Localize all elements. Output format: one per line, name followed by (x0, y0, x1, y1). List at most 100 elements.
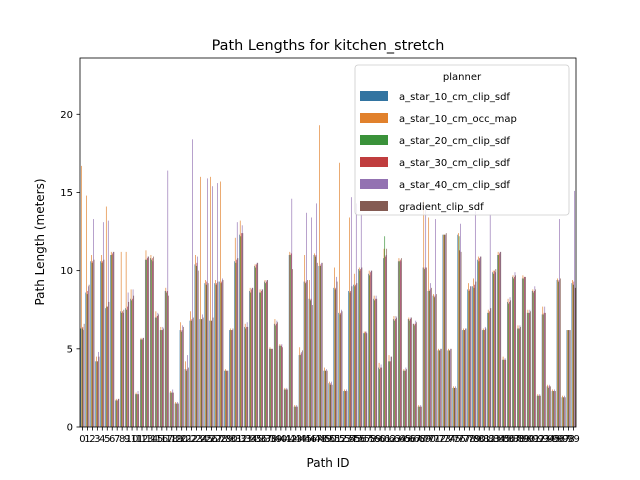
bar (430, 283, 432, 427)
bar (201, 319, 203, 427)
bar (438, 348, 439, 427)
chart-title: Path Lengths for kitchen_stretch (212, 38, 445, 54)
bar (321, 262, 323, 427)
bar (460, 223, 461, 427)
bar (324, 367, 325, 427)
x-tick-label: 16 (155, 434, 168, 445)
bar (390, 356, 392, 427)
bar (475, 281, 477, 427)
bar (115, 398, 117, 427)
bar (412, 323, 414, 427)
x-tick-label: 13 (141, 434, 154, 445)
x-tick-label: 65 (399, 434, 412, 445)
bar (439, 350, 441, 427)
bar (106, 306, 108, 427)
bar (452, 387, 454, 427)
bar (508, 303, 510, 427)
bar (356, 283, 358, 427)
bar (121, 312, 123, 427)
bar (405, 367, 407, 427)
bar (205, 280, 206, 427)
bar (309, 280, 310, 427)
bar (465, 328, 467, 427)
legend-entry: a_star_30_cm_clip_sdf (399, 158, 510, 169)
bar (151, 259, 152, 427)
bar (528, 312, 530, 427)
bar (180, 322, 182, 427)
x-tick-label: 38 (265, 434, 278, 445)
bar (572, 280, 573, 427)
bar (499, 251, 501, 427)
bar (373, 295, 375, 427)
y-tick-label: 15 (60, 188, 73, 199)
bar (154, 317, 156, 427)
x-tick-label: 18 (165, 434, 178, 445)
bar (245, 328, 247, 427)
bar (270, 348, 271, 427)
bar (558, 280, 560, 427)
bar (276, 320, 278, 427)
bar (171, 392, 172, 427)
bar (273, 323, 275, 427)
bar (353, 284, 354, 427)
bar (264, 281, 265, 427)
bar (371, 270, 373, 427)
bar (339, 314, 341, 427)
bar (383, 258, 384, 427)
bar (82, 326, 84, 427)
bar (270, 348, 272, 427)
bar (222, 280, 224, 427)
bar (474, 211, 476, 427)
bar (278, 345, 280, 427)
x-tick-label: 94 (542, 434, 555, 445)
bar (225, 370, 227, 427)
bar (186, 369, 188, 427)
legend-entry: a_star_10_cm_occ_map (399, 114, 517, 125)
bar (473, 278, 474, 427)
bar (482, 328, 484, 427)
x-tick-label: 68 (413, 434, 426, 445)
bar (241, 225, 243, 427)
bar (494, 272, 496, 427)
bar (96, 361, 98, 427)
x-tick-label: 10 (126, 434, 139, 445)
y-axis-label: Path Length (meters) (33, 178, 47, 305)
bar (191, 319, 193, 427)
bar (217, 281, 219, 427)
bar (344, 389, 345, 427)
bar (98, 356, 100, 427)
bar (156, 317, 157, 427)
bar (283, 389, 285, 427)
x-tick-label: 45 (299, 434, 312, 445)
bar (540, 395, 541, 427)
bar (212, 317, 214, 427)
bar (117, 398, 119, 427)
x-tick-label: 29 (220, 434, 233, 445)
bar (564, 397, 566, 427)
bar (211, 320, 213, 427)
bar (164, 290, 166, 427)
bar (526, 312, 528, 427)
bar (319, 265, 321, 427)
bar (545, 312, 546, 427)
bar (202, 314, 203, 427)
bar (239, 234, 240, 427)
x-tick-label: 53 (339, 434, 352, 445)
bar (502, 356, 504, 427)
bar (518, 328, 519, 427)
x-tick-label: 39 (270, 434, 283, 445)
bar (505, 359, 507, 427)
bar (280, 345, 281, 427)
bar (535, 289, 536, 427)
x-tick-label: 67 (408, 434, 421, 445)
x-tick-label: 88 (513, 434, 526, 445)
legend-swatch (360, 157, 388, 167)
bar (340, 312, 342, 427)
bar (200, 176, 201, 427)
x-tick-label: 30 (225, 434, 238, 445)
bar (465, 328, 466, 427)
bar (343, 391, 345, 427)
bar (393, 315, 395, 427)
bar (148, 256, 149, 427)
bar (240, 236, 242, 427)
